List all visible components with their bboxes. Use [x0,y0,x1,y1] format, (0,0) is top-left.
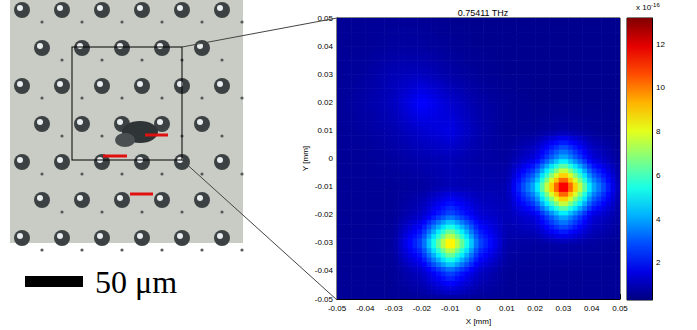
svg-text:-16: -16 [651,2,660,8]
svg-text:-0.01: -0.01 [441,304,460,313]
svg-text:-0.04: -0.04 [315,266,334,275]
svg-text:0.02: 0.02 [527,304,543,313]
svg-text:0.05: 0.05 [612,304,628,313]
svg-text:-0.05: -0.05 [328,304,347,313]
svg-text:-0.04: -0.04 [356,304,375,313]
svg-text:0.03: 0.03 [317,70,333,79]
svg-text:0.01: 0.01 [499,304,515,313]
svg-text:0.05: 0.05 [317,14,333,23]
svg-text:-0.03: -0.03 [384,304,403,313]
svg-text:-0.02: -0.02 [413,304,432,313]
svg-text:0.04: 0.04 [584,304,600,313]
svg-text:-0.03: -0.03 [315,238,334,247]
svg-text:2: 2 [656,258,661,267]
svg-text:8: 8 [656,127,661,136]
svg-text:0.02: 0.02 [317,98,333,107]
svg-text:0.75411 THz: 0.75411 THz [458,8,509,18]
svg-text:10: 10 [656,83,665,92]
svg-text:X [mm]: X [mm] [466,317,491,326]
svg-text:x 10: x 10 [636,3,652,12]
svg-text:0: 0 [329,154,334,163]
svg-text:0.01: 0.01 [317,126,333,135]
svg-text:Y [mm]: Y [mm] [301,146,310,171]
svg-text:-0.05: -0.05 [315,295,334,304]
svg-text:0.03: 0.03 [556,304,572,313]
svg-text:0.04: 0.04 [317,42,333,51]
svg-text:0: 0 [476,304,481,313]
svg-text:-0.01: -0.01 [315,182,334,191]
svg-text:6: 6 [656,171,661,180]
svg-text:4: 4 [656,215,661,224]
svg-text:-0.02: -0.02 [315,210,334,219]
svg-text:50 μm: 50 μm [95,264,177,300]
svg-text:12: 12 [656,40,665,49]
